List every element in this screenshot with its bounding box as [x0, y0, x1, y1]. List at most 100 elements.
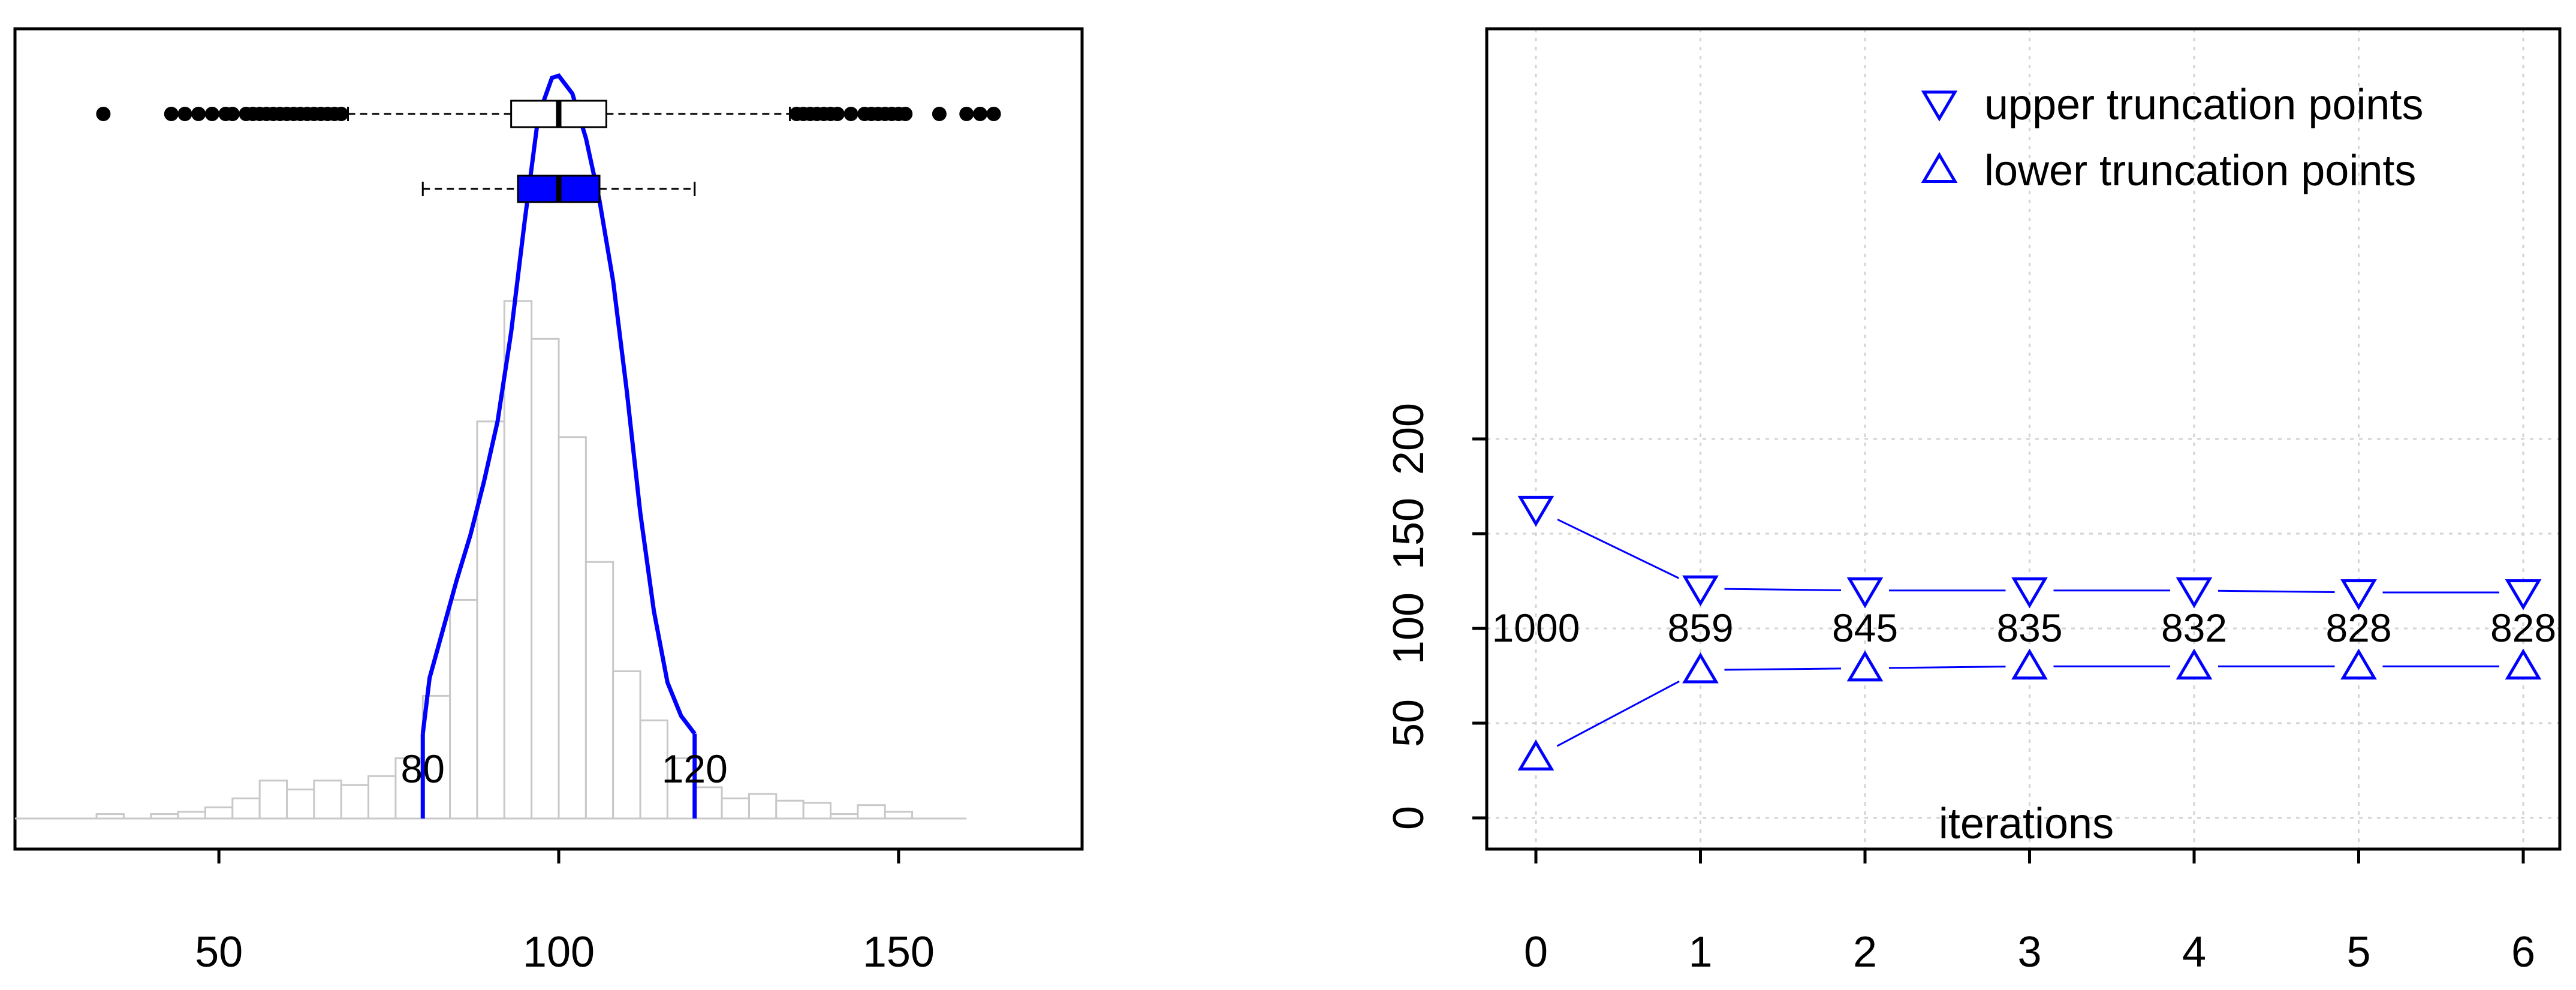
boxplot-outlier — [204, 107, 219, 121]
x-tick-label: 5 — [2346, 928, 2370, 976]
series-segment — [2218, 589, 2335, 593]
truncation-label: 120 — [662, 747, 728, 791]
count-label: 859 — [1667, 606, 1733, 650]
boxplot-outlier — [972, 107, 987, 121]
boxplot-outlier — [177, 107, 192, 121]
truncation-line-panel: 1000 859 845 835 832 828 828 0 1 2 3 4 5 6 0 50 100 150… — [1385, 27, 2562, 976]
boxplot-outlier — [986, 107, 1001, 121]
legend-label: lower truncation points — [1984, 147, 2416, 195]
series — [1517, 495, 2542, 771]
series-segment — [1556, 680, 1680, 747]
histogram-bar — [558, 436, 587, 820]
density-curve — [420, 73, 697, 819]
lower-point-marker — [1846, 650, 1884, 682]
count-label: 845 — [1832, 606, 1898, 650]
histogram-bar — [150, 813, 179, 820]
left-x-axis: 50 100 150 — [195, 847, 935, 976]
upper-point-marker — [1846, 577, 1884, 609]
truncation-annotations: 80 120 — [401, 747, 728, 791]
right-y-axis: 0 50 100 150 200 — [1385, 403, 1489, 830]
histogram-bar — [612, 670, 641, 820]
x-tick-label: 100 — [523, 928, 595, 976]
histogram-bar — [313, 780, 342, 820]
count-label: 835 — [1996, 606, 2062, 650]
histogram-bar — [231, 798, 261, 820]
series-lower-truncation — [1517, 648, 2542, 771]
count-label: 828 — [2325, 606, 2391, 650]
x-axis-title: iterations — [1939, 800, 2114, 848]
series-segment — [1724, 667, 1842, 671]
histogram-bar — [830, 813, 859, 820]
x-tick-label: 150 — [863, 928, 935, 976]
count-labels: 1000 859 845 835 832 828 828 — [1492, 606, 2556, 650]
x-tick-label: 0 — [1524, 928, 1548, 976]
upper-point-marker — [2505, 579, 2542, 610]
y-tick-label: 0 — [1385, 806, 1433, 830]
boxplot-outlier — [843, 107, 858, 121]
boxplot-outlier — [830, 107, 845, 121]
legend-label: upper truncation points — [1984, 81, 2423, 129]
histogram-bar — [503, 300, 533, 820]
boxplot-outlier — [225, 107, 240, 121]
histogram-bar — [258, 780, 288, 820]
boxplot-outlier — [191, 107, 206, 121]
legend-item: lower truncation points — [1921, 147, 2416, 195]
y-tick-label: 200 — [1385, 403, 1433, 475]
histogram-bar — [476, 420, 505, 820]
histogram-bar — [857, 804, 886, 820]
lower-point-marker — [2011, 648, 2048, 680]
histogram-bar — [721, 798, 750, 820]
y-tick-label: 100 — [1385, 592, 1433, 664]
truncation-label: 80 — [401, 747, 445, 791]
upper-point-marker — [2176, 577, 2213, 609]
series-segment — [1724, 588, 1842, 591]
series-upper-truncation — [1517, 495, 2542, 610]
histogram-bar — [340, 784, 370, 820]
boxplot-outlier — [334, 107, 349, 121]
histogram-bar — [775, 799, 805, 820]
boxplot-outlier — [959, 107, 974, 121]
lower-point-marker — [1682, 652, 1719, 684]
lower-point-marker — [1921, 152, 1958, 183]
lower-point-marker — [2340, 648, 2377, 680]
histogram-bar — [394, 757, 424, 820]
boxplot-outlier — [96, 107, 111, 121]
x-tick-label: 1 — [1688, 928, 1712, 976]
right-x-axis: 0 1 2 3 4 5 6 — [1524, 847, 2535, 976]
histogram-panel: 80 120 50 100 150 — [13, 27, 1084, 976]
x-tick-label: 3 — [2017, 928, 2041, 976]
upper-point-marker — [2011, 577, 2048, 609]
lower-point-marker — [2176, 648, 2213, 680]
x-tick-label: 4 — [2182, 928, 2206, 976]
histogram-bar — [449, 598, 478, 820]
boxplot — [421, 174, 696, 203]
histogram-bar — [286, 789, 315, 820]
upper-point-marker — [1921, 91, 1958, 122]
boxplot — [96, 100, 1001, 128]
histogram-bar — [694, 786, 723, 820]
x-tick-label: 2 — [1853, 928, 1877, 976]
series-segment — [1557, 518, 1680, 579]
x-tick-label: 50 — [195, 928, 243, 976]
histogram-bar — [204, 806, 234, 820]
boxplot-outlier — [898, 107, 913, 121]
histogram-bar — [367, 775, 397, 820]
lower-point-marker — [1517, 739, 1554, 771]
upper-point-marker — [2340, 579, 2377, 610]
upper-point-marker — [1517, 495, 1554, 527]
count-label: 832 — [2161, 606, 2227, 650]
density-line — [420, 73, 697, 735]
histogram-bar — [639, 719, 668, 820]
histogram-bar — [666, 757, 696, 820]
x-tick-label: 6 — [2511, 928, 2535, 976]
y-tick-label: 150 — [1385, 498, 1433, 570]
histogram-bars — [15, 300, 967, 820]
y-tick-label: 50 — [1385, 699, 1433, 747]
histogram-bar — [585, 561, 614, 820]
histogram-bar — [531, 338, 560, 820]
count-label: 1000 — [1492, 606, 1580, 650]
grid-lines — [1487, 29, 2560, 849]
upper-point-marker — [1682, 575, 1719, 607]
legend: upper truncation points lower truncation … — [1921, 81, 2423, 195]
